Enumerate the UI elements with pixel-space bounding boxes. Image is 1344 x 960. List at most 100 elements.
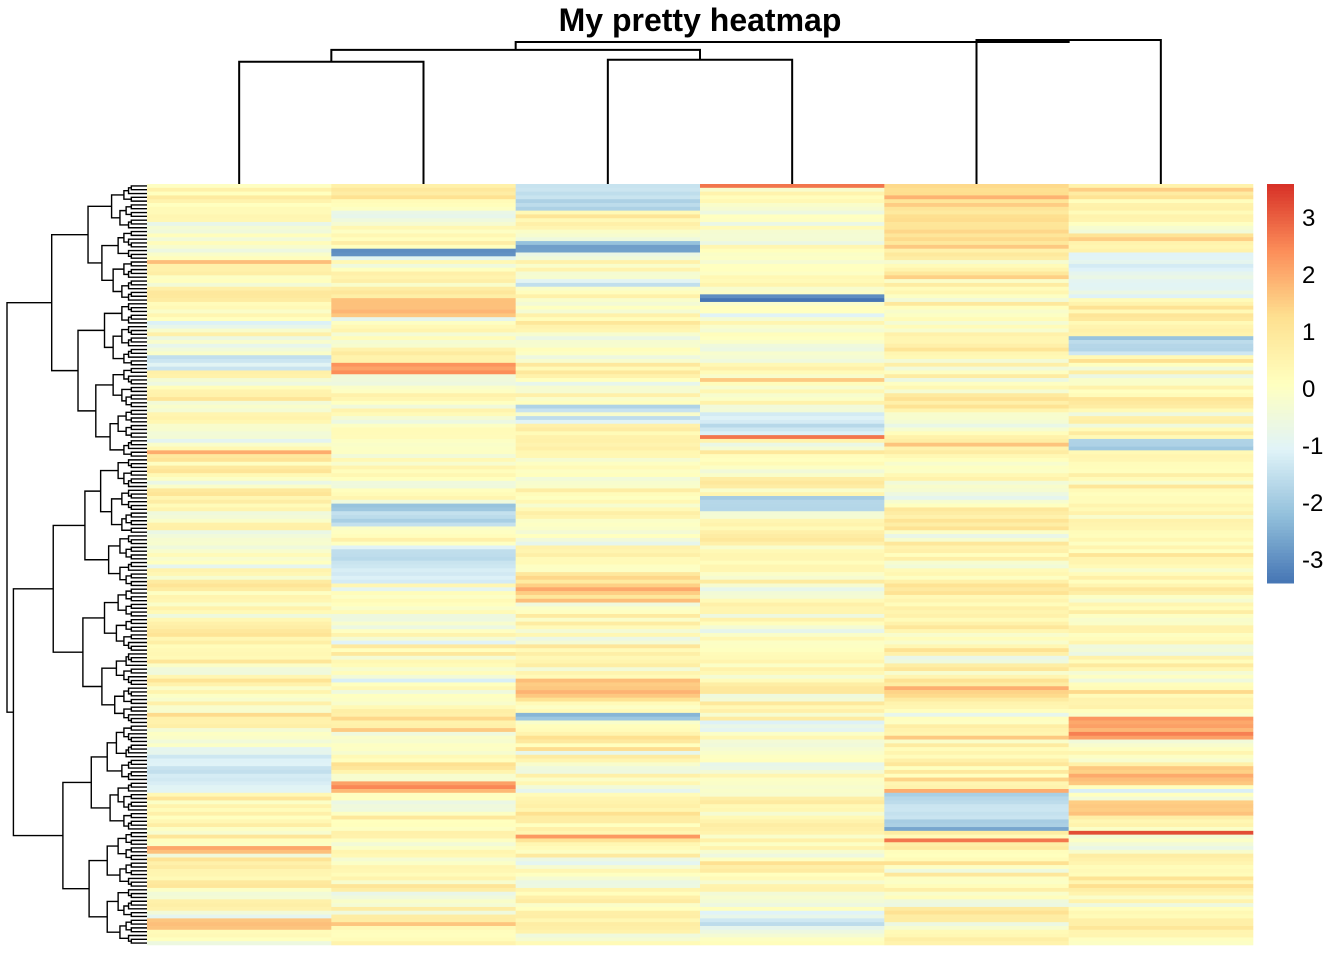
heatmap-cell [700,184,885,189]
heatmap-cell [700,583,885,588]
heatmap-cell [1068,225,1254,230]
heatmap-cell [147,294,332,299]
colorbar-segment [1267,303,1294,308]
heatmap-cell [147,541,332,546]
heatmap-cell [515,773,701,778]
heatmap-cell [147,598,332,603]
colorbar-segment [1267,273,1294,278]
heatmap-cell [331,248,516,253]
heatmap-cell [1068,754,1254,759]
row-dendrogram-link [84,490,109,561]
heatmap-cell [1068,336,1254,341]
heatmap-cell [1068,279,1254,284]
heatmap-cell [884,766,1069,771]
heatmap-cell [331,690,516,695]
heatmap-cell [515,644,701,649]
heatmap-cell [331,743,516,748]
colorbar-segment [1267,436,1294,441]
row-dendrogram-link [130,634,147,640]
heatmap-cell [884,560,1069,565]
heatmap-cell [147,199,332,204]
colorbar-segment [1267,297,1294,301]
heatmap-cell [1068,431,1254,436]
heatmap-cell [1068,381,1254,386]
heatmap-cell [331,282,516,288]
heatmap-cell [515,275,701,280]
heatmap-cell [884,891,1069,896]
heatmap-cell [331,648,516,653]
heatmap-cell [700,465,885,470]
heatmap-cell [884,697,1069,702]
heatmap-cell [1068,526,1254,531]
heatmap-cell [1068,556,1254,561]
heatmap-cell [331,404,516,409]
heatmap-cell [515,545,701,550]
colorbar-segment [1267,340,1294,345]
heatmap-cell [331,891,516,896]
colorbar-segment [1267,207,1294,212]
heatmap-cell [884,549,1069,554]
heatmap-cell [700,351,885,356]
heatmap-cell [700,450,885,455]
heatmap-cell [1068,328,1254,333]
heatmap-cell [331,602,516,607]
heatmap-cell [884,606,1069,611]
heatmap-cell [331,461,516,466]
heatmap-cell [515,351,701,356]
column-dendrogram-link [606,58,794,184]
heatmap-cell [884,739,1069,744]
heatmap-cell [331,720,516,725]
heatmap-cell [1068,222,1254,227]
row-dendrogram-link [130,854,147,861]
heatmap-cell [331,195,516,200]
colorbar-segment [1267,443,1294,448]
heatmap-cell [884,317,1069,322]
heatmap-cell [884,431,1069,436]
heatmap-cell [331,933,516,938]
heatmap-cell [515,496,701,501]
colorbar-segment [1267,290,1294,295]
heatmap-cell [147,355,332,360]
colorbar-segment [1267,210,1294,215]
row-dendrogram-link [130,379,147,385]
row-dendrogram-link [121,518,132,531]
heatmap-cell [700,336,885,341]
heatmap-cell [147,731,332,737]
heatmap-cell [1068,731,1254,737]
heatmap-cell [884,427,1069,432]
heatmap-cell [515,747,701,752]
row-dendrogram-link [130,546,147,552]
heatmap-cell [884,709,1069,714]
heatmap-cell [515,461,701,466]
column-dendrogram [238,39,1162,184]
heatmap-cell [884,526,1069,531]
heatmap-cell [147,815,332,820]
row-dendrogram-link [125,548,132,558]
row-dendrogram-link [90,756,111,809]
heatmap-cell [1068,469,1254,474]
heatmap-cell [884,678,1069,683]
colorbar-tick-label: -3 [1302,547,1323,574]
heatmap-cell [515,522,701,527]
colorbar-segment [1267,350,1294,355]
heatmap-cell [700,290,885,295]
heatmap-cell [700,214,885,219]
heatmap-cell [700,594,885,600]
heatmap-cell [147,499,332,504]
heatmap-cell [884,857,1069,862]
heatmap-cell [1068,340,1254,345]
colorbar-tick-label: -1 [1302,433,1323,460]
heatmap-cell [331,583,516,588]
heatmap-cell [515,282,701,288]
heatmap-cell [700,724,885,729]
heatmap-cell [884,454,1069,459]
heatmap-cell [147,526,332,531]
colorbar-tick-label: 2 [1302,262,1315,289]
heatmap-cell [515,731,701,737]
heatmap-cell [700,629,885,634]
heatmap-cell [700,811,885,816]
heatmap-cell [331,682,516,687]
heatmap-cell [700,690,885,695]
heatmap-cell [884,461,1069,466]
heatmap-cell [147,884,332,889]
